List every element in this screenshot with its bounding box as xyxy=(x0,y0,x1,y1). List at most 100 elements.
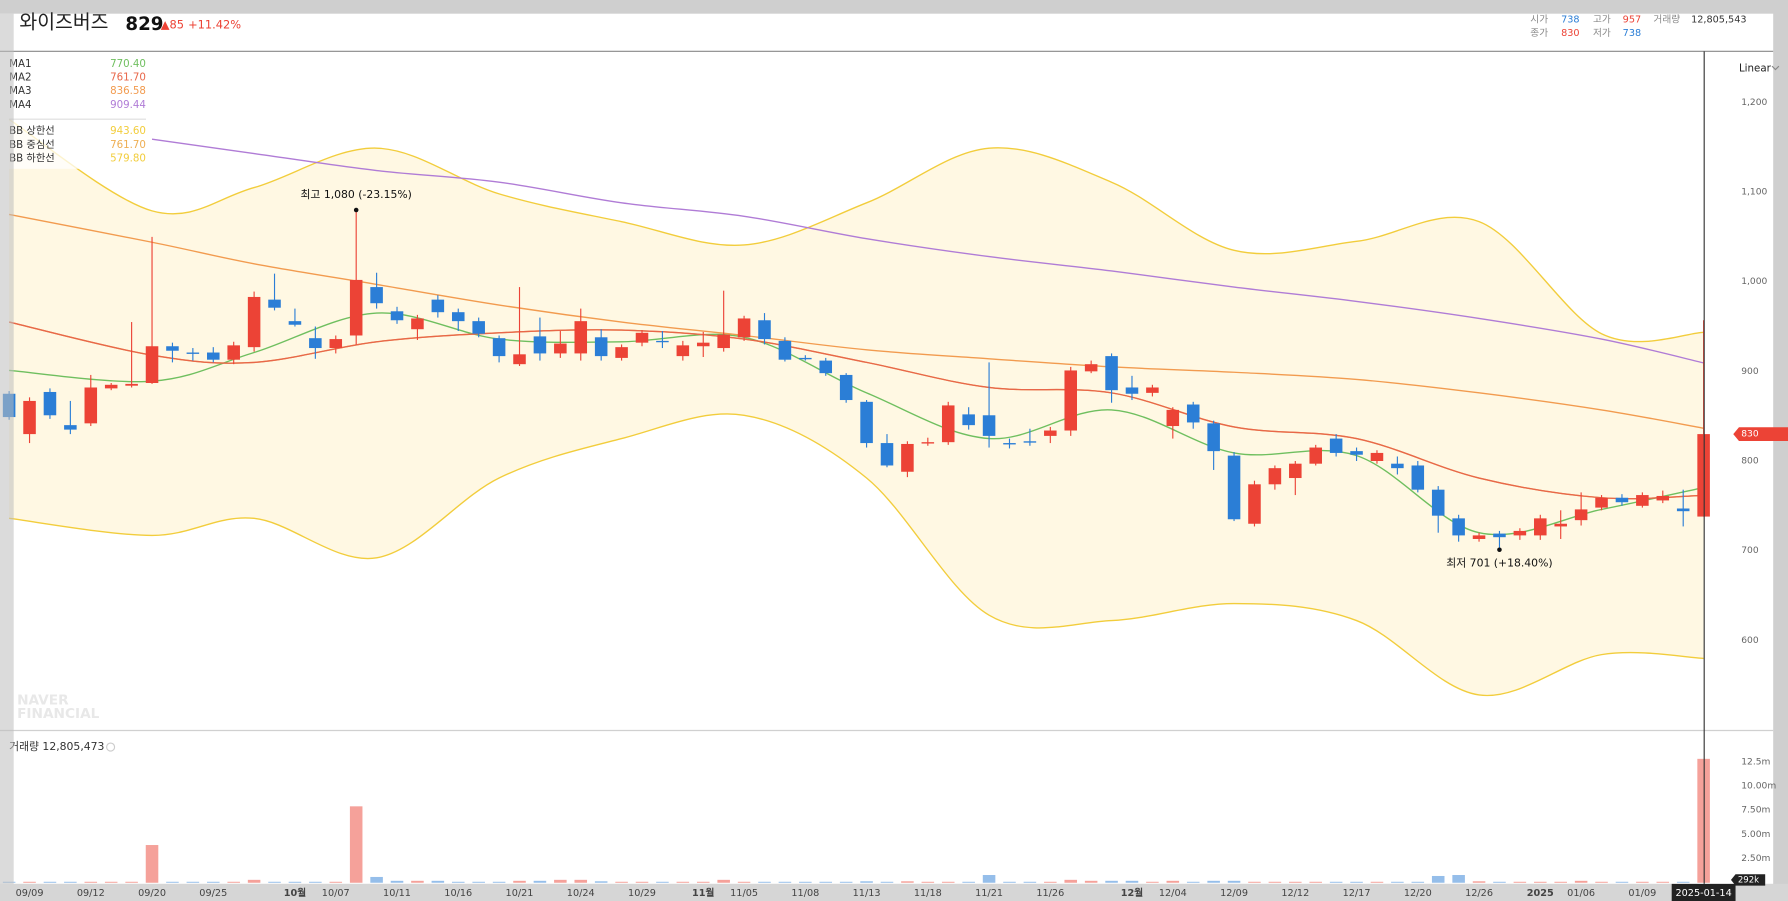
volume-bar xyxy=(1534,881,1547,883)
volume-bar xyxy=(1289,881,1302,883)
candle-body xyxy=(799,357,812,360)
x-tick-label: 12/20 xyxy=(1404,888,1432,899)
candle-body xyxy=(207,352,220,360)
candle-body xyxy=(43,391,57,416)
candle-body xyxy=(1289,463,1302,479)
y-tick-label: 1,200 xyxy=(1741,98,1767,108)
volume-bar xyxy=(676,881,690,883)
volume-bar xyxy=(1329,881,1343,883)
candle-body xyxy=(349,279,363,336)
candle-body xyxy=(451,312,465,322)
candle-body xyxy=(839,374,853,401)
candle-body xyxy=(758,320,771,340)
candle-body xyxy=(594,337,608,357)
legend-value: 909.44 xyxy=(110,99,146,111)
x-tick-label: 10월 xyxy=(284,887,306,899)
stat-value: 957 xyxy=(1623,14,1641,25)
legend-name: MA1 xyxy=(9,58,31,70)
volume-bar xyxy=(1493,881,1506,883)
volume-bar xyxy=(390,880,404,883)
candle-body xyxy=(1615,497,1629,503)
x-tick-label: 12/17 xyxy=(1343,888,1371,899)
volume-bar xyxy=(64,881,77,883)
volume-bar xyxy=(1411,881,1425,883)
indicator-line xyxy=(151,138,1704,364)
volume-bar xyxy=(1676,881,1690,883)
x-crosshair-box xyxy=(1671,883,1736,901)
extreme-label: 최고 1,080 (-23.15%) xyxy=(300,188,411,201)
candle-body xyxy=(390,311,404,321)
volume-bar xyxy=(125,881,138,883)
candle-body xyxy=(554,343,567,354)
volume-bar xyxy=(104,881,118,883)
candle-body xyxy=(1207,423,1220,452)
x-tick-label: 11/21 xyxy=(975,888,1003,899)
candle-body xyxy=(1493,533,1506,538)
candle-body xyxy=(23,400,36,435)
x-crosshair-label: 2025-01-14 xyxy=(1675,888,1731,899)
x-tick-label: 11/13 xyxy=(853,888,881,899)
volume-bar xyxy=(268,881,281,883)
candle-body xyxy=(635,332,649,343)
volume-bar xyxy=(1656,881,1670,883)
legend-bg xyxy=(4,55,149,169)
x-tick-label: 12월 xyxy=(1121,887,1143,899)
indicator-line xyxy=(8,213,1704,429)
candle-body xyxy=(1186,404,1200,423)
volume-bar xyxy=(1554,881,1567,883)
volume-bar xyxy=(1023,881,1037,883)
volume-bar xyxy=(1452,875,1465,883)
volume-bar xyxy=(329,881,343,883)
volume-bar xyxy=(1084,880,1098,883)
volume-bar xyxy=(1472,881,1486,883)
volume-bar xyxy=(533,880,547,883)
candle-body xyxy=(962,414,975,426)
stat-label: 종가 xyxy=(1530,27,1548,39)
candle-body xyxy=(1391,463,1404,469)
candle-body xyxy=(411,318,424,330)
candle-body xyxy=(472,321,485,334)
legend-name: BB 중심선 xyxy=(9,139,55,151)
volume-bar xyxy=(921,881,935,883)
volume-bar xyxy=(1248,881,1261,883)
volume-bar xyxy=(1044,881,1057,883)
volume-settings-icon[interactable] xyxy=(106,742,116,752)
x-tick-label: 11/18 xyxy=(914,888,942,899)
volume-bar xyxy=(370,876,383,883)
volume-bar xyxy=(1513,881,1527,883)
candle-body xyxy=(717,334,730,349)
candle-body xyxy=(492,338,506,357)
candle-body xyxy=(64,425,77,430)
candle-body xyxy=(1472,535,1486,539)
volume-bar xyxy=(513,880,526,883)
volume-bar xyxy=(696,881,710,883)
current-price: 829 xyxy=(125,14,163,35)
candle-body xyxy=(1636,495,1649,506)
volume-marker-label: 292k xyxy=(1738,875,1759,885)
candle-body xyxy=(1452,518,1465,536)
legend-value: 761.70 xyxy=(110,139,146,151)
stat-label: 고가 xyxy=(1593,13,1611,25)
candle-body xyxy=(309,338,322,349)
legend-name: MA4 xyxy=(9,99,31,111)
indicator-line xyxy=(8,118,1704,343)
candle-body xyxy=(1595,497,1608,508)
candle-body xyxy=(104,384,118,389)
volume-bar xyxy=(145,845,159,883)
volume-bar xyxy=(1391,881,1404,883)
candle-body xyxy=(1003,443,1016,445)
candle-body xyxy=(1044,430,1057,436)
scale-menu-chevron[interactable] xyxy=(1771,65,1780,71)
candle-body xyxy=(186,352,200,354)
candle-body xyxy=(1084,364,1098,372)
watermark: FINANCIAL xyxy=(17,706,100,722)
candle-body xyxy=(1309,447,1322,464)
volume-bar xyxy=(43,881,57,883)
scale-menu[interactable]: Linear xyxy=(1739,62,1772,74)
candle-body xyxy=(574,321,588,354)
volume-bar xyxy=(1125,880,1139,883)
candle-body xyxy=(1350,451,1363,455)
volume-tick-label: 2.50m xyxy=(1741,854,1770,864)
